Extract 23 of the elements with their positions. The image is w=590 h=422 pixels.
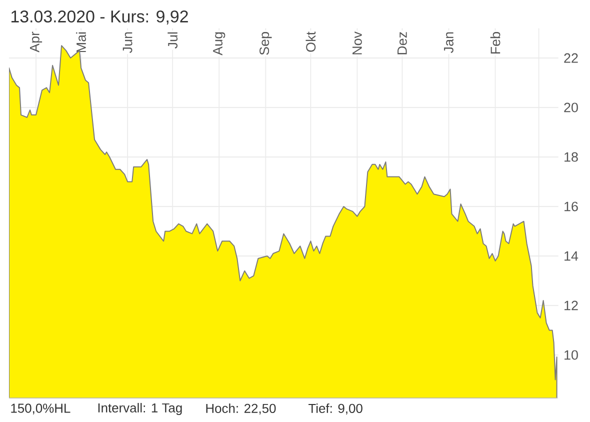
x-tick-label: Jan xyxy=(444,32,454,53)
y-tick-label: 12 xyxy=(564,300,578,310)
x-tick-label: Okt xyxy=(306,32,316,52)
y-tick-label: 18 xyxy=(564,152,578,162)
x-tick-label: Apr xyxy=(30,32,42,52)
x-tick-label: Jun xyxy=(122,32,132,53)
x-tick-label: Jul xyxy=(168,32,178,48)
y-tick-label: 16 xyxy=(564,202,578,212)
x-tick-label: Feb xyxy=(490,32,500,54)
text: Hoch: 22,50 xyxy=(206,403,276,415)
y-tick-label: 10 xyxy=(564,350,578,360)
x-tick-label: Mai xyxy=(76,32,86,52)
y-tick-label: 22 xyxy=(564,53,578,63)
chart-title: 13.03.2020 - Kurs: 9,92 xyxy=(11,10,188,24)
x-tick-label: Dez xyxy=(398,32,407,54)
x-tick-label: Sep xyxy=(260,32,272,55)
y-tick-label: 14 xyxy=(564,251,578,261)
x-tick-label: Nov xyxy=(352,32,362,54)
y-tick-label: 20 xyxy=(564,102,578,112)
text: 150,0%HL xyxy=(11,404,70,414)
text: Intervall: 1 Tag xyxy=(98,402,182,416)
text: Tief: 9,00 xyxy=(308,403,362,415)
x-tick-label: Aug xyxy=(213,32,226,56)
